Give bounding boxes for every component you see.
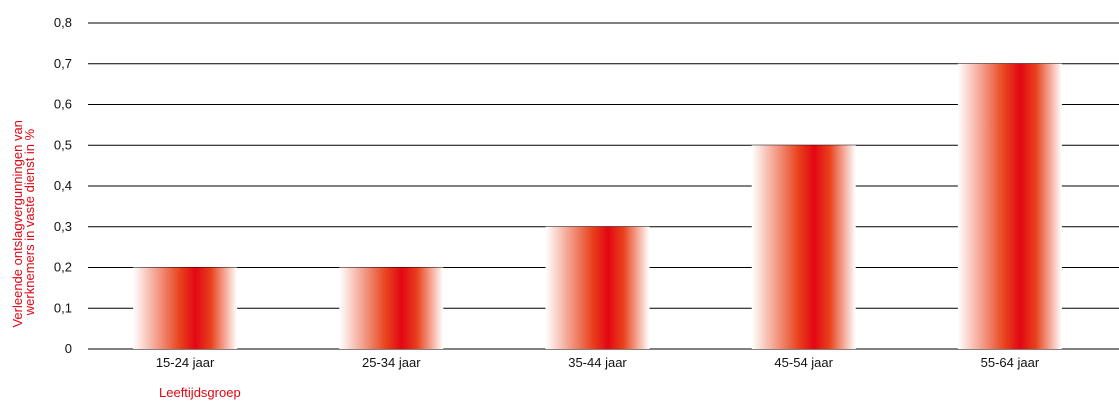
y-axis-label-line-2: werknemers in vaste dienst in % <box>22 128 37 316</box>
bar-25-34-jaar <box>339 267 444 349</box>
x-tick-label: 35-44 jaar <box>568 355 627 370</box>
x-axis-label: Leeftijdsgroep <box>159 385 241 400</box>
x-tick-labels: 15-24 jaar 25-34 jaar 35-44 jaar 45-54 jaar… <box>156 355 1040 370</box>
y-axis-label-line-1: Verleende ontslagvergunningen van <box>10 120 25 327</box>
y-tick-label: 0,4 <box>54 178 72 193</box>
y-tick-label: 0,8 <box>54 15 72 30</box>
y-axis-label: Verleende ontslagvergunningen van werkne… <box>10 116 37 327</box>
y-tick-labels: 0 0,1 0,2 0,3 0,4 0,5 0,6 0,7 0,8 <box>54 15 72 356</box>
x-tick-label: 25-34 jaar <box>362 355 421 370</box>
y-tick-label: 0,2 <box>54 260 72 275</box>
y-tick-label: 0 <box>65 341 72 356</box>
bar-15-24-jaar <box>133 267 238 349</box>
y-tick-label: 0,7 <box>54 56 72 71</box>
bar-35-44-jaar <box>545 226 650 349</box>
y-tick-label: 0,1 <box>54 300 72 315</box>
y-tick-label: 0,6 <box>54 97 72 112</box>
bars <box>133 63 1062 349</box>
x-tick-label: 15-24 jaar <box>156 355 215 370</box>
bar-55-64-jaar <box>957 63 1062 349</box>
bar-45-54-jaar <box>751 145 856 349</box>
gridlines <box>88 22 1119 350</box>
x-tick-label: 55-64 jaar <box>981 355 1040 370</box>
y-tick-label: 0,3 <box>54 219 72 234</box>
x-tick-label: 45-54 jaar <box>774 355 833 370</box>
y-tick-label: 0,5 <box>54 137 72 152</box>
